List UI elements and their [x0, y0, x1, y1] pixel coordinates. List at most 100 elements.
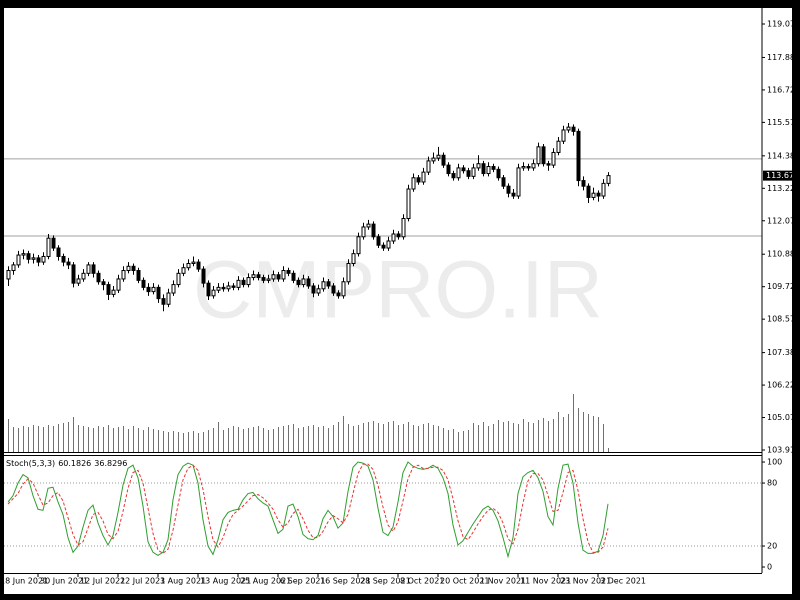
candle-body — [456, 167, 461, 179]
candle-body — [526, 166, 531, 169]
indicator-title: Stoch(5,3,3) 60.1826 36.8296 — [6, 459, 127, 468]
candle-body — [366, 223, 371, 228]
candle-body — [441, 154, 446, 166]
candle-body — [246, 277, 251, 286]
candle-body — [506, 185, 511, 194]
frame — [0, 594, 800, 600]
candle-body — [136, 270, 141, 281]
candle-body — [311, 285, 316, 294]
x-tick-label: 30 Jun 2021 — [40, 577, 88, 586]
candle-body — [41, 255, 46, 263]
candle-body — [151, 286, 156, 293]
candle-body — [121, 270, 126, 280]
x-tick-label: 23 Nov 2021 — [560, 577, 611, 586]
candle-body — [251, 274, 256, 279]
candle-body — [186, 262, 191, 269]
x-tick-label: 12 Jul 2021 — [80, 577, 125, 586]
last-price-label: 113.676 — [766, 171, 799, 180]
candle-body — [376, 236, 381, 246]
candle-body — [6, 270, 11, 280]
candle-body — [396, 233, 401, 238]
candle-body — [176, 272, 181, 286]
candle-body — [386, 240, 391, 249]
candle-body — [271, 274, 276, 280]
candle-body — [551, 151, 556, 166]
candle-body — [601, 182, 606, 197]
y-tick-label: 112.070 — [767, 216, 800, 225]
candle-body — [301, 278, 306, 286]
candle-body — [401, 218, 406, 238]
candle-body — [561, 129, 566, 142]
candle-body — [276, 274, 281, 280]
candle-body — [161, 298, 166, 305]
y-tick-label: 115.570 — [767, 118, 800, 127]
candle-body — [331, 285, 336, 294]
candle-body — [336, 292, 341, 297]
y-tick-label: 80 — [767, 479, 777, 488]
candle-body — [426, 160, 431, 173]
x-tick-label: 16 Sep 2021 — [320, 577, 371, 586]
x-tick-label: 8 Oct 2021 — [400, 577, 444, 586]
x-tick-label: 3 Dec 2021 — [600, 577, 646, 586]
candle-body — [296, 279, 301, 286]
candle-body — [471, 167, 476, 177]
candle-body — [66, 261, 71, 266]
candle-body — [361, 226, 366, 238]
candle-body — [586, 185, 591, 198]
y-tick-label: 103.915 — [767, 446, 800, 455]
candle-body — [31, 257, 36, 260]
watermark: CMPRO.IR — [193, 245, 603, 336]
candle-body — [16, 254, 21, 266]
candle-body — [436, 154, 441, 159]
candle-body — [476, 163, 481, 169]
candle-body — [291, 272, 296, 281]
candle-body — [406, 188, 411, 220]
candle-body — [11, 264, 16, 272]
candle-body — [81, 272, 86, 280]
y-tick-label: 114.380 — [767, 151, 800, 160]
candle-body — [571, 126, 576, 132]
indicator-name: Stoch(5,3,3) — [6, 459, 55, 468]
candle-body — [566, 126, 571, 131]
y-tick-label: 119.070 — [767, 19, 800, 28]
candle-body — [21, 253, 26, 256]
y-tick-label: 108.570 — [767, 315, 800, 324]
candle-body — [266, 278, 271, 281]
candle-body — [261, 277, 266, 281]
candle-body — [61, 255, 66, 263]
candle-body — [316, 288, 321, 294]
candle-body — [226, 285, 231, 290]
y-tick-label: 109.725 — [767, 282, 800, 291]
frame — [792, 0, 800, 600]
candle-body — [131, 265, 136, 272]
candle-body — [461, 167, 466, 172]
candle-body — [56, 247, 61, 257]
candle-body — [416, 177, 421, 183]
candle-body — [391, 233, 396, 242]
y-tick-label: 113.225 — [767, 184, 800, 193]
candle-body — [86, 264, 91, 274]
candle-body — [241, 279, 246, 286]
last-price-box — [763, 170, 792, 181]
candle-body — [51, 237, 56, 249]
candle-body — [591, 192, 596, 198]
candle-body — [36, 257, 41, 263]
y-tick-label: 0 — [767, 563, 772, 572]
candle-body — [181, 267, 186, 274]
candle-body — [91, 264, 96, 274]
candle-body — [236, 279, 241, 288]
candle-body — [26, 253, 31, 260]
candle-body — [541, 146, 546, 165]
candle-body — [451, 173, 456, 179]
x-tick-label: 3 Aug 2021 — [160, 577, 206, 586]
candle-body — [536, 146, 541, 165]
candle-body — [346, 262, 351, 283]
candle-body — [411, 177, 416, 190]
x-tick-label: 11 Nov 2021 — [520, 577, 571, 586]
frame — [0, 0, 4, 600]
candle-body — [76, 278, 81, 284]
candle-body — [191, 261, 196, 264]
y-tick-label: 110.880 — [767, 250, 800, 259]
y-tick-label: 20 — [767, 542, 777, 551]
